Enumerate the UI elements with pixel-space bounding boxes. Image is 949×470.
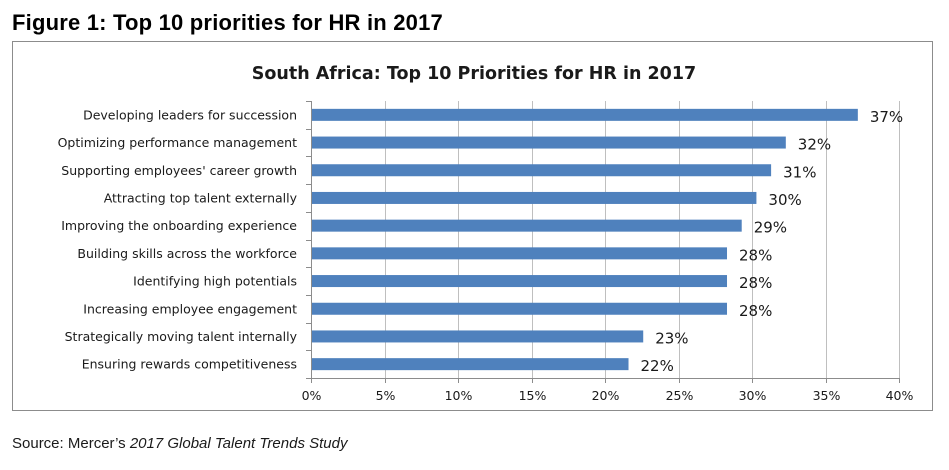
bar [312,247,728,260]
value-label: 30% [768,191,801,209]
bar [312,136,786,149]
x-tick-label: 20% [592,388,620,403]
value-label: 28% [739,246,772,264]
value-label: 31% [783,163,816,181]
value-label: 23% [655,329,688,347]
x-tick-label: 35% [813,388,841,403]
bar [312,108,858,121]
bar [312,219,742,232]
x-tick-label: 25% [666,388,694,403]
x-tick-label: 40% [886,388,914,403]
x-tick-label: 10% [445,388,473,403]
x-tick-label: 0% [302,388,322,403]
chart-frame: South Africa: Top 10 Priorities for HR i… [12,41,933,411]
labels: 0% 5% 10% 15% 20% 25% 30% 35% 40% Developing lead… [58,107,914,403]
category-label: Developing leaders for succession [83,107,297,122]
category-label: Improving the onboarding experience [61,218,297,233]
category-label: Supporting employees' career growth [61,163,297,178]
value-label: 28% [739,302,772,320]
bar [312,330,644,343]
value-label: 22% [641,357,674,375]
bars [312,108,858,371]
figure-title: Figure 1: Top 10 priorities for HR in 20… [12,10,443,35]
axes [306,101,900,383]
x-tick-label: 30% [739,388,767,403]
x-tick-label: 5% [376,388,396,403]
category-label: Building skills across the workforce [77,246,297,261]
bar [312,358,629,371]
category-label: Ensuring rewards competitiveness [82,357,297,372]
bar [312,164,772,177]
bar [312,191,757,204]
category-label: Identifying high potentials [133,274,297,289]
value-label: 29% [754,219,787,237]
bar [312,275,728,288]
x-tick-label: 15% [519,388,547,403]
source-prefix: Source: Mercer’s [12,435,130,452]
source-note: Source: Mercer’s 2017 Global Talent Tren… [12,435,347,452]
value-label: 28% [739,274,772,292]
bar-chart: South Africa: Top 10 Priorities for HR i… [58,64,914,403]
bar [312,302,728,315]
value-label: 32% [798,136,831,154]
category-label: Strategically moving talent internally [65,329,298,344]
chart-title: South Africa: Top 10 Priorities for HR i… [252,64,696,84]
value-label: 37% [870,108,903,126]
source-study-title: 2017 Global Talent Trends Study [129,435,348,452]
category-label: Attracting top talent externally [104,190,298,205]
category-label: Optimizing performance management [58,135,298,150]
category-label: Increasing employee engagement [83,301,297,316]
